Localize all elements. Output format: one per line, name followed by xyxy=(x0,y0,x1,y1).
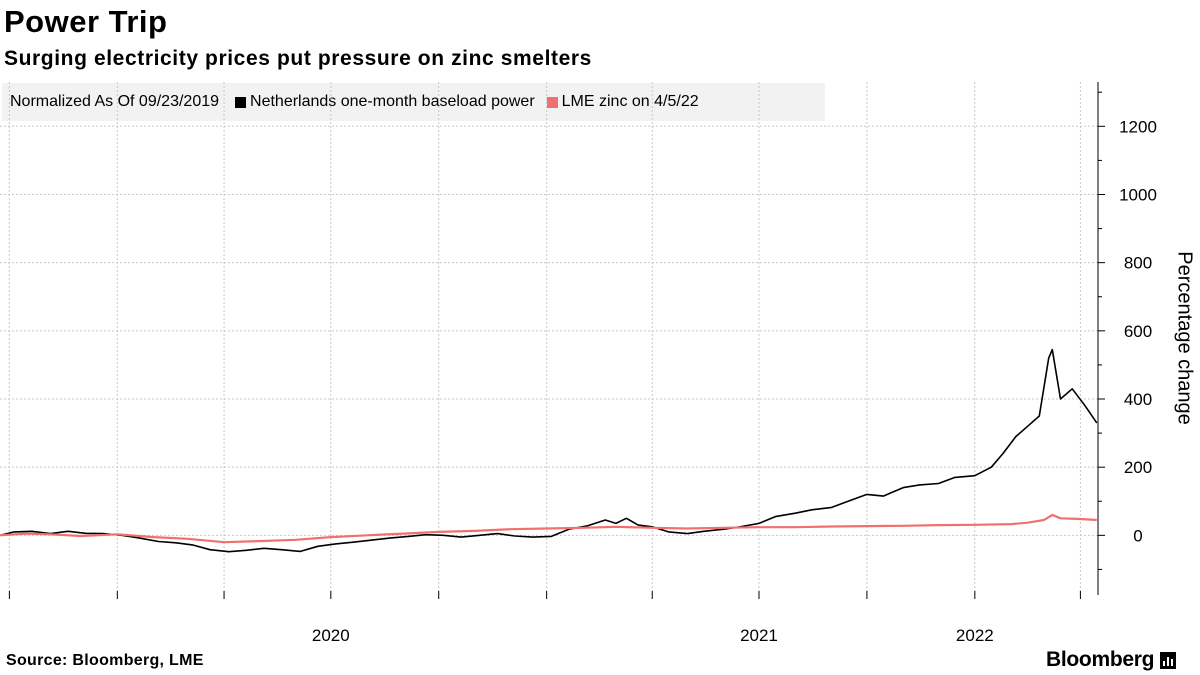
bloomberg-logo: Bloomberg xyxy=(1046,648,1177,672)
legend-swatch-zinc xyxy=(546,96,558,108)
x-tick-label: 2022 xyxy=(956,626,994,645)
series-line-zinc xyxy=(0,513,1097,544)
legend-item-zinc: LME zinc on 4/5/22 xyxy=(546,93,699,111)
bloomberg-terminal-icon xyxy=(1160,651,1177,669)
x-tick-label: 2020 xyxy=(312,626,350,645)
y-tick-label: 200 xyxy=(1124,458,1152,477)
legend: Normalized As Of 09/23/2019 Netherlands … xyxy=(2,83,825,121)
legend-item-power: Netherlands one-month baseload power xyxy=(235,93,535,111)
legend-note: Normalized As Of 09/23/2019 xyxy=(10,93,220,110)
legend-label-zinc: LME zinc on 4/5/22 xyxy=(561,93,699,110)
y-tick-label: 600 xyxy=(1124,322,1152,341)
y-tick-label: 400 xyxy=(1124,390,1152,409)
y-tick-label: 800 xyxy=(1124,254,1152,273)
legend-swatch-power xyxy=(235,96,247,108)
y-tick-label: 1200 xyxy=(1119,117,1157,136)
y-tick-label: 1000 xyxy=(1119,185,1157,204)
chart-title: Power Trip xyxy=(4,4,168,39)
legend-label-power: Netherlands one-month baseload power xyxy=(250,93,535,110)
y-tick-label: 0 xyxy=(1133,526,1142,545)
series-line-power xyxy=(0,348,1098,553)
y-axis-label: Percentage change xyxy=(1173,251,1196,425)
brand-name: Bloomberg xyxy=(1046,648,1155,671)
chart-subtitle: Surging electricity prices put pressure … xyxy=(4,47,592,70)
x-tick-label: 2021 xyxy=(740,626,778,645)
source-note: Source: Bloomberg, LME xyxy=(6,652,204,669)
